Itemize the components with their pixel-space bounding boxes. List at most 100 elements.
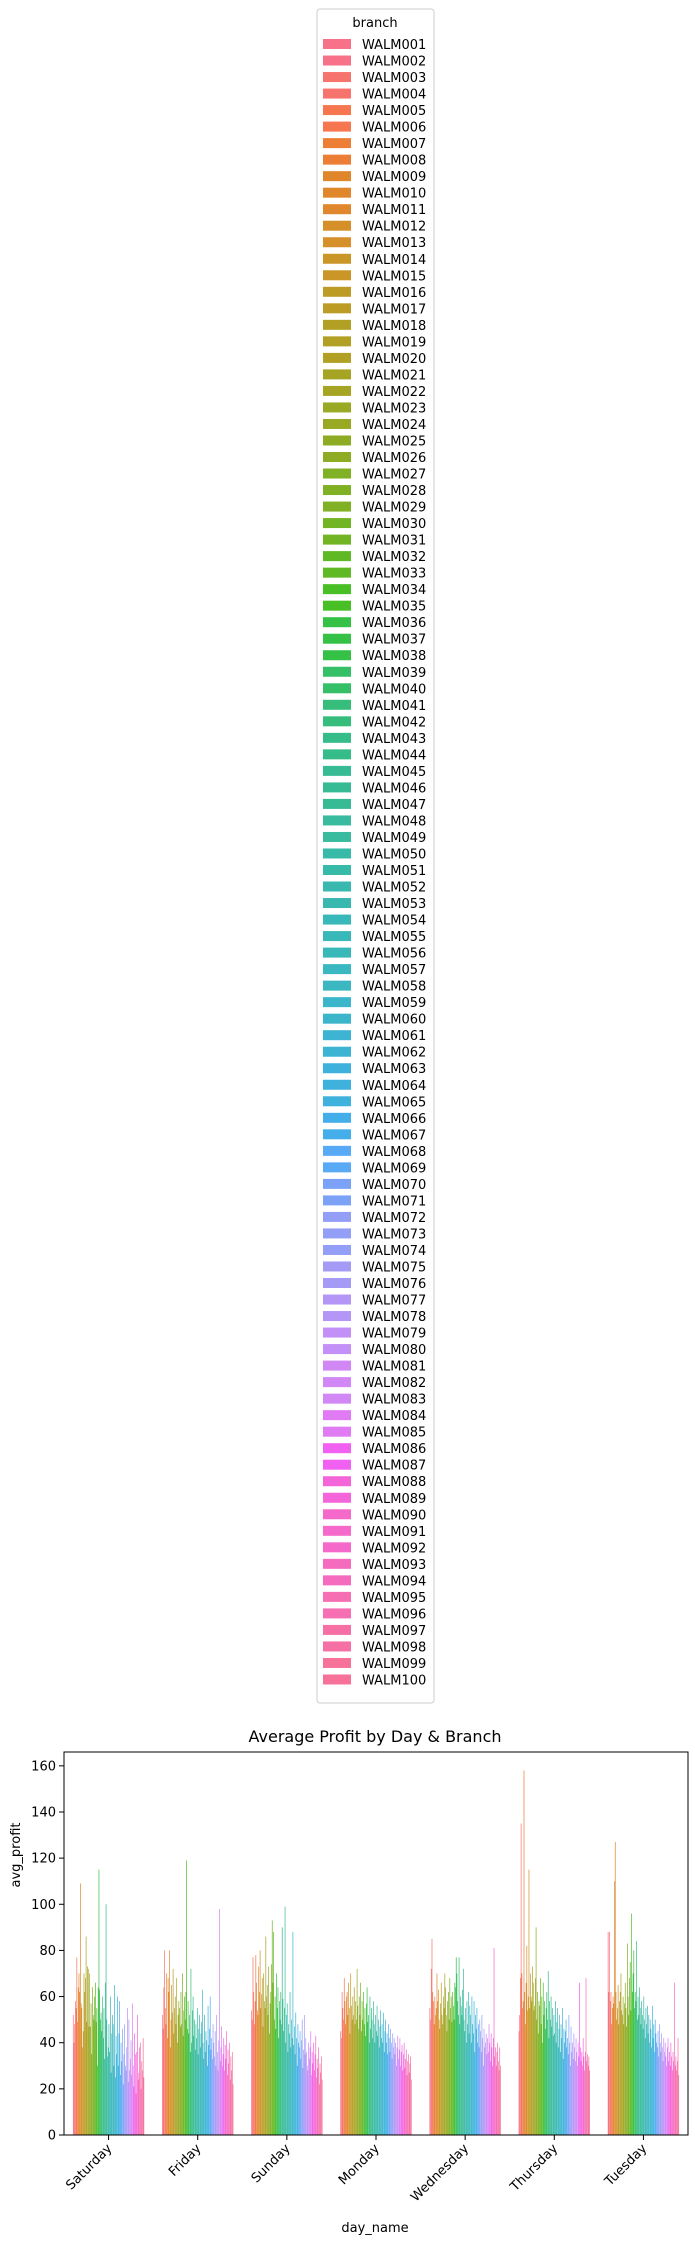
bar-friday-walm062 [205,2031,207,2135]
legend-swatch [323,1195,351,1206]
bar-friday-walm008 [167,2038,168,2135]
bar-saturday-walm002 [73,2042,75,2135]
bar-saturday-walm012 [80,2003,82,2135]
bar-wednesday-walm012 [437,2001,439,2135]
bar-wednesday-walm031 [450,1996,452,2135]
bar-wednesday-walm042 [458,1957,460,2135]
bar-thursday-walm044 [549,2001,550,2135]
bar-wednesday-walm050 [464,2031,466,2135]
legend-label: WALM058 [362,980,426,995]
bar-saturday-walm043 [102,2038,104,2135]
legend-swatch [323,1443,351,1454]
bar-friday-walm016 [172,1968,174,2135]
legend-item-walm054: WALM054 [323,914,426,929]
bar-thursday-walm063 [562,2058,564,2135]
y-tick-label: 120 [31,1852,56,1867]
bar-tuesday-walm057 [647,2033,649,2135]
bar-thursday-walm017 [530,1973,531,2135]
bar-tuesday-walm064 [652,2038,654,2135]
bar-friday-walm026 [179,2026,181,2135]
legend-swatch [323,1112,351,1123]
bar-wednesday-walm022 [444,1973,446,2135]
bar-friday-walm022 [177,2042,178,2135]
legend-label: WALM068 [362,1145,426,1160]
bar-sunday-walm029 [271,1964,272,2135]
bars-layer [72,1770,680,2135]
bar-friday-walm002 [162,2028,164,2135]
x-tick-label: Saturday [63,2141,115,2193]
bar-wednesday-walm062 [472,2033,474,2135]
legend-label: WALM001 [362,38,426,53]
bar-saturday-walm095 [139,2042,141,2135]
bar-monday-walm022 [355,2001,357,2135]
legend-label: WALM055 [362,930,426,945]
bar-tuesday-walm076 [661,2033,662,2135]
bar-friday-walm050 [197,2008,198,2135]
bar-tuesday-walm033 [630,2010,632,2135]
bar-thursday-walm027 [537,1991,538,2135]
bar-sunday-walm004 [253,1991,255,2135]
bar-monday-walm068 [388,2024,389,2135]
bar-wednesday-walm073 [480,2051,482,2135]
bar-friday-walm080 [218,2040,220,2135]
bar-thursday-walm099 [588,2056,590,2135]
legend-label: WALM094 [362,1574,426,1589]
legend-swatch [323,105,351,116]
bar-monday-walm038 [366,1987,368,2135]
bar-friday-walm055 [200,2033,202,2135]
bar-tuesday-walm023 [623,2024,625,2135]
bar-saturday-walm025 [90,2026,91,2135]
bar-friday-walm096 [229,2079,231,2135]
bar-tuesday-walm084 [666,2047,668,2135]
bar-monday-walm033 [363,1991,364,2135]
legend-label: WALM056 [362,947,426,962]
bar-monday-walm059 [381,2024,383,2135]
bar-thursday-walm072 [569,2042,570,2135]
legend-label: WALM013 [362,236,426,251]
bar-sunday-walm050 [286,2015,287,2135]
bar-wednesday-walm096 [497,2042,498,2135]
bar-monday-walm042 [369,1996,371,2135]
legend-label: WALM044 [362,748,426,763]
bar-thursday-walm014 [527,1996,529,2135]
legend-swatch [323,1575,351,1586]
x-tick-label: Wednesday [408,2141,472,2205]
bar-saturday-walm045 [104,2058,105,2135]
bar-thursday-walm083 [577,2065,578,2135]
bar-wednesday-walm086 [490,2061,491,2135]
bar-tuesday-walm027 [626,2026,628,2135]
bar-thursday-walm061 [561,2038,563,2135]
bar-sunday-walm040 [279,2001,280,2135]
bar-wednesday-walm016 [440,2003,441,2135]
bar-monday-walm089 [403,2054,404,2135]
bar-monday-walm094 [406,2075,408,2135]
legend-swatch [323,154,351,165]
bar-sunday-walm010 [257,2015,259,2135]
bar-sunday-walm003 [252,1957,254,2135]
bar-saturday-walm078 [127,2081,129,2135]
y-tick-label: 100 [31,1898,56,1913]
bar-tuesday-walm028 [627,1943,628,2135]
bar-tuesday-walm073 [659,2024,660,2135]
bar-tuesday-walm080 [664,2051,665,2135]
bar-thursday-walm018 [530,1996,532,2135]
bar-friday-walm035 [186,1860,188,2135]
bar-monday-walm066 [386,2033,388,2135]
bar-wednesday-walm079 [485,2042,486,2135]
legend-label: WALM038 [362,649,426,664]
bar-saturday-walm067 [119,2075,121,2135]
bar-monday-walm025 [357,2005,359,2135]
bar-thursday-walm012 [526,1945,528,2135]
bar-tuesday-walm049 [642,2015,643,2135]
legend-item-walm012: WALM012 [323,220,426,235]
legend-swatch [323,204,351,215]
legend-item-walm016: WALM016 [323,286,426,301]
bar-saturday-walm062 [116,2054,118,2135]
bar-monday-walm076 [393,2038,395,2135]
bar-thursday-walm080 [574,2061,576,2135]
legend-item-walm096: WALM096 [323,1607,426,1622]
bar-monday-walm036 [365,2035,367,2135]
bar-sunday-walm097 [319,2063,321,2135]
legend-swatch [323,1624,351,1635]
y-tick-label: 40 [39,2036,56,2051]
